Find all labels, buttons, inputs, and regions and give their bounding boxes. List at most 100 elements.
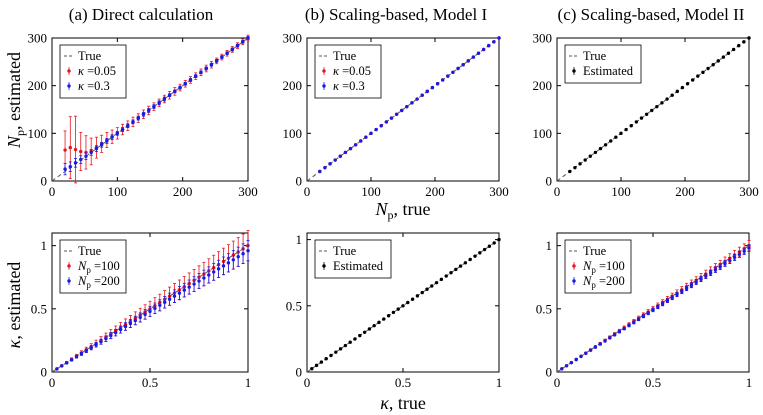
data-point [212, 270, 216, 274]
data-point [731, 47, 736, 52]
data-point [742, 40, 746, 44]
data-point [732, 255, 737, 260]
y-tick-label: 0 [41, 174, 48, 189]
data-point [183, 82, 187, 86]
legend-box [564, 44, 642, 84]
data-point [646, 311, 650, 315]
legend-marker-swatch [572, 279, 576, 283]
data-point [207, 273, 211, 277]
data-point [348, 146, 353, 151]
data-point [704, 274, 708, 278]
ylabel-top-rest: , estimated [4, 52, 24, 130]
data-point [367, 327, 372, 331]
x-tick-label: 0.5 [645, 375, 661, 390]
legend-rest: =200 [596, 274, 625, 288]
data-point [364, 135, 368, 139]
data-point [333, 158, 337, 162]
x-tick-label: 200 [675, 184, 695, 199]
data-point [497, 36, 501, 40]
data-point [471, 55, 476, 59]
data-point [359, 139, 363, 143]
data-point [173, 89, 177, 94]
data-point [680, 289, 684, 294]
legend-marker-swatch [572, 264, 576, 268]
data-point [152, 104, 156, 109]
x-tick-label: 100 [611, 184, 631, 199]
y-tick-label: 0.5 [31, 301, 47, 316]
data-point [73, 147, 78, 152]
data-point [466, 59, 470, 63]
legend-subscript: p [591, 265, 596, 275]
legend-box [59, 44, 127, 99]
legend-box [564, 239, 632, 294]
data-point [379, 124, 383, 128]
data-point [55, 367, 59, 371]
data-point [382, 317, 386, 321]
data-point [374, 127, 378, 132]
data-point [194, 74, 198, 78]
data-point [747, 246, 751, 250]
data-point [68, 145, 72, 150]
data-point [451, 70, 455, 75]
y-tick-label: 300 [533, 31, 553, 46]
data-point [425, 287, 429, 291]
y-tick-label: 300 [283, 31, 303, 46]
series-N-p-200 [55, 240, 250, 371]
data-point [162, 97, 167, 101]
y-tick-label: 0.5 [286, 298, 302, 313]
ylabel-top-sym: N [4, 135, 24, 149]
data-point [680, 85, 685, 90]
data-point [675, 292, 679, 297]
data-point [79, 149, 83, 154]
legend-label: κ =0.3 [333, 79, 365, 93]
data-point [574, 357, 578, 362]
data-point [636, 317, 641, 322]
legend-rest: =0.3 [339, 79, 365, 93]
data-point [723, 261, 727, 266]
data-point [158, 303, 162, 307]
legend-label: κ =0.05 [333, 64, 371, 78]
data-point [84, 154, 88, 158]
data-point [468, 257, 472, 262]
legend-label: True [333, 49, 357, 63]
data-point [614, 135, 618, 139]
data-point [689, 283, 694, 288]
axes-frame [306, 37, 500, 182]
data-point [314, 363, 319, 368]
x-tick-label: 0 [49, 184, 56, 199]
legend-label: Estimated [333, 259, 384, 273]
data-point [396, 307, 400, 311]
axes-frame [51, 37, 249, 182]
data-point [716, 59, 720, 63]
data-point [588, 154, 592, 158]
panel-title-a: (a) Direct calculation [69, 5, 214, 24]
x-tick-label: 1 [245, 375, 252, 390]
legend-label: Np =100 [77, 259, 120, 275]
data-point [157, 101, 161, 105]
data-point [348, 340, 352, 344]
data-point [231, 258, 235, 262]
data-point [711, 62, 715, 67]
data-point [670, 295, 674, 300]
legend-label: κ =0.3 [78, 79, 110, 93]
data-point [338, 154, 342, 158]
data-point [588, 348, 593, 352]
y-tick-label: 1 [296, 232, 303, 247]
ylabel-bottom-sym: κ [4, 339, 24, 348]
xlabel-top-sub: p [388, 208, 394, 222]
data-point [619, 131, 623, 136]
legend-symbol: N [582, 274, 592, 288]
data-point [178, 85, 182, 90]
data-point [153, 306, 157, 311]
data-point [120, 127, 125, 132]
data-point [593, 345, 598, 349]
data-point [492, 40, 496, 44]
data-point [369, 131, 373, 136]
data-point [226, 261, 231, 265]
data-point [435, 82, 440, 86]
data-point [573, 165, 577, 170]
legend-rest: =0.05 [339, 64, 371, 78]
